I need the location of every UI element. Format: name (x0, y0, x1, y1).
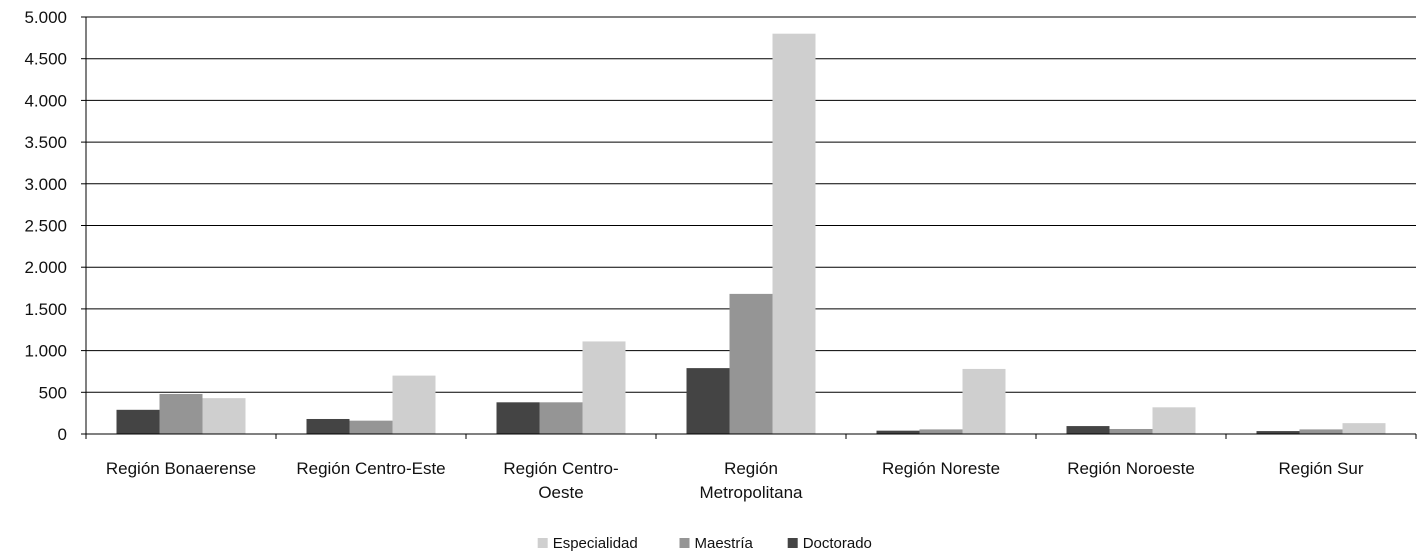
bar-doctorado (496, 402, 540, 434)
legend-swatch (679, 538, 690, 548)
y-tick-label: 2.500 (24, 217, 67, 236)
x-category-label: Región Centro-Oeste (503, 459, 618, 502)
bar-especialidad (772, 33, 816, 435)
x-category-label: Región Metropolitana (699, 459, 803, 502)
bar-maestra (919, 429, 963, 434)
bar-especialidad (1152, 407, 1196, 434)
bar-doctorado (876, 430, 920, 434)
bar-maestra (539, 402, 583, 434)
y-tick-label: 4.000 (24, 91, 67, 110)
y-tick-label: 1.000 (24, 342, 67, 361)
y-tick-label: 3.500 (24, 133, 67, 152)
bar-maestra (729, 293, 773, 434)
bar-especialidad (392, 375, 436, 434)
bar-maestra (349, 420, 393, 434)
legend: Especialidad Maestría Doctorado (537, 535, 872, 552)
x-category-label: Región Sur (1278, 459, 1363, 478)
x-category-labels: Región Bonaerense Región Centro-Este Regió… (106, 459, 1364, 502)
bar-doctorado (1066, 426, 1110, 434)
y-tick-label: 0 (58, 425, 67, 444)
y-tick-labels: 0 500 1.000 1.500 2.000 2.500 3.000 3.500 4.000 4… (24, 8, 67, 444)
bar-especialidad (202, 398, 246, 434)
legend-label: Doctorado (803, 535, 872, 552)
y-tick-label: 1.500 (24, 300, 67, 319)
bar-especialidad (582, 341, 626, 434)
legend-label: Especialidad (553, 535, 638, 552)
x-category-label: Región Bonaerense (106, 459, 256, 478)
y-tick-label: 500 (39, 383, 67, 402)
bars (116, 33, 1386, 435)
bar-doctorado (1256, 431, 1300, 434)
bar-especialidad (1342, 423, 1386, 434)
y-tick-label: 2.000 (24, 258, 67, 277)
bar-especialidad (962, 368, 1006, 434)
legend-swatch (537, 538, 548, 548)
bar-maestra (159, 393, 203, 434)
gridlines (86, 16, 1416, 393)
y-tick-label: 4.500 (24, 50, 67, 69)
legend-swatch (787, 538, 798, 548)
legend-label: Maestría (695, 535, 754, 552)
bar-doctorado (686, 368, 730, 434)
x-category-label: Región Centro-Este (296, 459, 445, 478)
bar-doctorado (306, 418, 350, 434)
axes (81, 16, 1417, 439)
x-category-label: Región Noreste (882, 459, 1000, 478)
bar-maestra (1299, 429, 1343, 434)
y-tick-label: 5.000 (24, 8, 67, 27)
x-category-label: Región Noroeste (1067, 459, 1195, 478)
bar-doctorado (116, 409, 160, 434)
y-tick-label: 3.000 (24, 175, 67, 194)
bar-maestra (1109, 428, 1153, 434)
